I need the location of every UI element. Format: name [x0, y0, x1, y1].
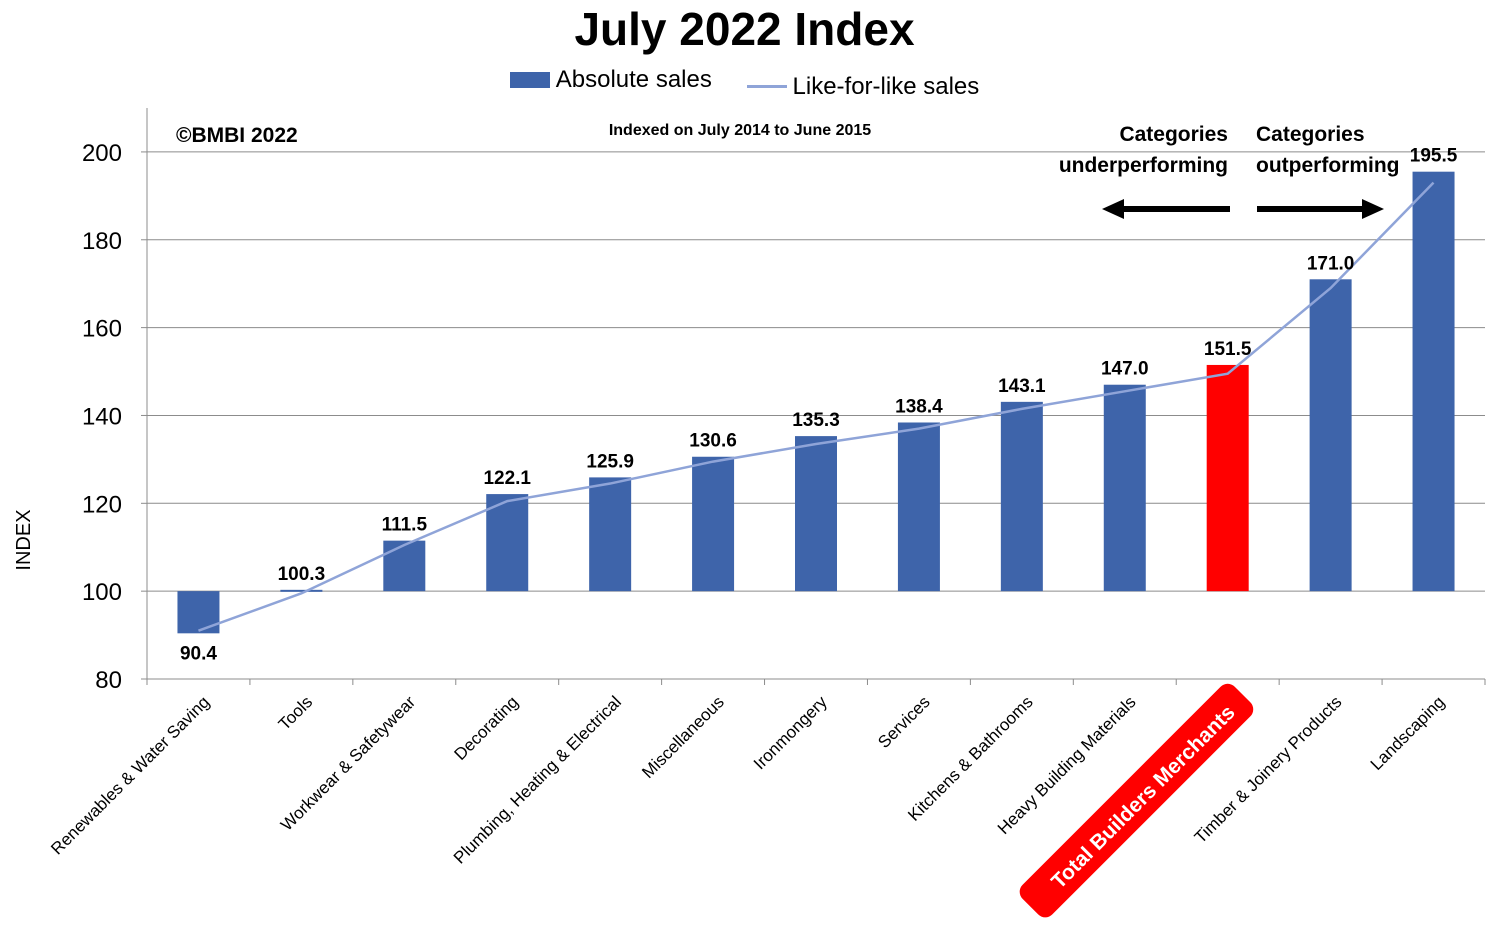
outperforming-label: outperforming	[1256, 154, 1399, 177]
copyright-label: ©BMBI 2022	[176, 124, 298, 147]
underperforming-label: underperforming	[1059, 154, 1228, 177]
y-tick-label: 100	[82, 579, 122, 606]
data-label: 138.4	[895, 396, 943, 417]
y-tick-label: 200	[82, 140, 122, 167]
data-label: 100.3	[278, 564, 326, 585]
bar	[692, 456, 735, 592]
x-tick-label: Total Builders Merchants	[1047, 701, 1240, 894]
y-tick-label: 80	[95, 667, 122, 694]
x-highlight-badge	[1019, 683, 1254, 918]
data-label: 135.3	[792, 410, 840, 431]
x-tick-label: Decorating	[450, 692, 522, 764]
x-tick-label: Plumbing, Heating & Electrical	[450, 692, 625, 867]
data-label: 195.5	[1410, 146, 1458, 167]
y-tick-label: 120	[82, 491, 122, 518]
x-tick-label: Services	[874, 692, 934, 752]
data-label: 147.0	[1101, 359, 1149, 380]
data-label: 151.5	[1204, 339, 1252, 360]
bar	[589, 477, 632, 592]
data-label: 90.4	[180, 643, 217, 664]
legend-swatch-absolute	[509, 72, 550, 88]
bar	[177, 591, 220, 634]
legend-swatch-lfl	[746, 85, 787, 88]
bar	[795, 436, 837, 592]
data-label: 171.0	[1307, 253, 1355, 274]
bar	[280, 589, 323, 592]
y-tick-label: 180	[82, 228, 122, 255]
legend-item-absolute: Absolute sales	[509, 66, 712, 94]
x-tick-label: Ironmongery	[750, 692, 831, 773]
bar	[1206, 364, 1249, 592]
data-label: 125.9	[586, 451, 634, 472]
y-tick-label: 160	[82, 316, 122, 343]
lfl-line	[198, 181, 1435, 632]
bar	[1412, 171, 1455, 592]
left-arrow-head	[1102, 199, 1124, 219]
data-label: 130.6	[689, 431, 737, 452]
legend-item-lfl: Like-for-like sales	[746, 72, 980, 101]
y-tick-label: 140	[82, 403, 122, 430]
legend-label-absolute: Absolute sales	[555, 66, 712, 93]
x-highlight-group: Total Builders Merchants	[1019, 683, 1254, 918]
bar	[1103, 384, 1146, 592]
underperforming-label: Categories	[1119, 123, 1228, 146]
data-label: 111.5	[382, 515, 428, 536]
bar	[897, 422, 940, 592]
x-tick-label: Landscaping	[1367, 692, 1449, 774]
data-label: 122.1	[483, 468, 531, 489]
chart-title: July 2022 Index	[574, 3, 915, 55]
bar	[1309, 279, 1352, 592]
x-tick-label: Renewables & Water Saving	[47, 692, 213, 858]
bar	[1000, 401, 1043, 592]
y-axis-label: INDEX	[13, 509, 35, 570]
legend: Absolute sales Like-for-like sales	[0, 66, 1489, 101]
legend-label-lfl: Like-for-like sales	[792, 72, 980, 100]
data-label: 143.1	[998, 376, 1046, 397]
x-tick-label: Tools	[275, 692, 316, 733]
x-tick-label: Miscellaneous	[638, 692, 728, 782]
bar	[383, 540, 426, 592]
bar	[486, 494, 529, 592]
subtitle-label: Indexed on July 2014 to June 2015	[609, 122, 871, 139]
outperforming-label: Categories	[1256, 123, 1365, 146]
right-arrow-head	[1362, 199, 1384, 219]
